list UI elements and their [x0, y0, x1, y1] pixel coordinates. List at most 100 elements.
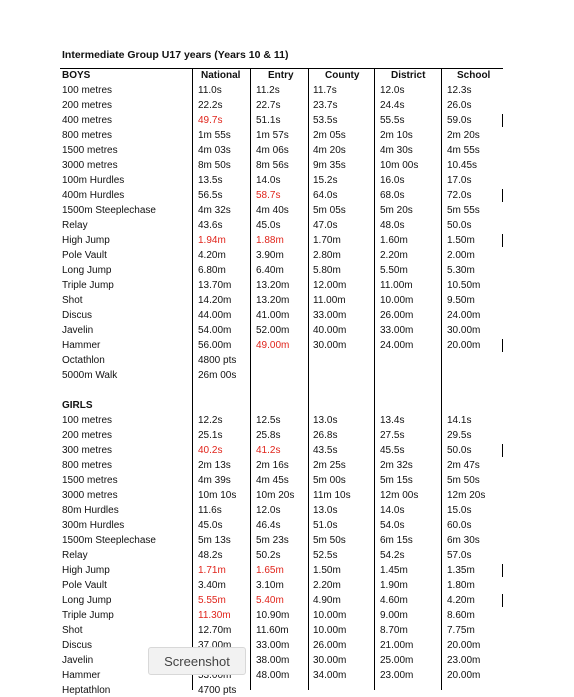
cell-entry: 11.2s: [256, 85, 280, 96]
margin-change-bar: [502, 339, 503, 352]
cell-district: 48.0s: [380, 220, 405, 231]
cell-school: 5m 50s: [447, 475, 480, 486]
cell-county: 10.00m: [313, 625, 347, 636]
cell-entry: 1.88m: [256, 235, 284, 246]
cell-entry: 25.8s: [256, 430, 281, 441]
cell-school: 5m 55s: [447, 205, 480, 216]
cell-national: 54.00m: [198, 325, 232, 336]
cell-county: 33.00m: [313, 310, 347, 321]
cell-event: Triple Jump: [62, 610, 114, 621]
cell-county: 47.0s: [313, 220, 338, 231]
cell-school: 17.0s: [447, 175, 472, 186]
cell-event: Triple Jump: [62, 280, 114, 291]
cell-school: 59.0s: [447, 115, 472, 126]
cell-school: 10.50m: [447, 280, 481, 291]
margin-change-bar: [502, 114, 503, 127]
cell-district: 54.2s: [380, 550, 405, 561]
header-district: District: [391, 70, 426, 81]
cell-school: 2.00m: [447, 250, 475, 261]
cell-event: Shot: [62, 295, 83, 306]
cell-event: Javelin: [62, 325, 94, 336]
cell-national: 49.7s: [198, 115, 223, 126]
cell-entry: 50.2s: [256, 550, 281, 561]
header-county: County: [325, 70, 360, 81]
cell-national: 1m 55s: [198, 130, 231, 141]
cell-school: 12m 20s: [447, 490, 486, 501]
cell-event: 200 metres: [62, 100, 113, 111]
cell-school: 20.00m: [447, 670, 481, 681]
cell-district: 8.70m: [380, 625, 408, 636]
cell-national: 4m 39s: [198, 475, 231, 486]
cell-entry: 13.20m: [256, 295, 290, 306]
cell-district: 9.00m: [380, 610, 408, 621]
cell-county: 1.50m: [313, 565, 341, 576]
cell-district: 4.60m: [380, 595, 408, 606]
cell-county: 43.5s: [313, 445, 338, 456]
cell-school: 12.3s: [447, 85, 472, 96]
header-national: National: [201, 70, 241, 81]
cell-county: 12.00m: [313, 280, 347, 291]
cell-county: 2m 05s: [313, 130, 346, 141]
cell-district: 13.4s: [380, 415, 405, 426]
cell-entry: 45.0s: [256, 220, 281, 231]
cell-national: 4700 pts: [198, 685, 237, 696]
cell-county: 13.0s: [313, 415, 338, 426]
cell-district: 24.4s: [380, 100, 405, 111]
cell-district: 68.0s: [380, 190, 405, 201]
cell-event: Heptathlon: [62, 685, 111, 696]
cell-national: 12.70m: [198, 625, 232, 636]
cell-event: Long Jump: [62, 595, 112, 606]
cell-county: 9m 35s: [313, 160, 346, 171]
cell-school: 2m 47s: [447, 460, 480, 471]
cell-district: 2.20m: [380, 250, 408, 261]
cell-national: 25.1s: [198, 430, 223, 441]
cell-county: 2.80m: [313, 250, 341, 261]
margin-change-bar: [502, 594, 503, 607]
cell-event: Hammer: [62, 670, 101, 681]
cell-school: 26.0s: [447, 100, 472, 111]
cell-event: 1500m Steeplechase: [62, 535, 156, 546]
cell-national: 44.00m: [198, 310, 232, 321]
cell-district: 27.5s: [380, 430, 405, 441]
column-divider-county: [308, 69, 309, 690]
cell-national: 11.0s: [198, 85, 222, 96]
column-divider-national: [192, 69, 193, 690]
cell-entry: 4m 45s: [256, 475, 289, 486]
cell-national: 56.00m: [198, 340, 232, 351]
cell-county: 30.00m: [313, 655, 347, 666]
cell-entry: 58.7s: [256, 190, 281, 201]
cell-national: 26m 00s: [198, 370, 237, 381]
column-divider-school: [441, 69, 442, 690]
cell-entry: 22.7s: [256, 100, 281, 111]
cell-entry: 41.00m: [256, 310, 290, 321]
cell-school: 5.30m: [447, 265, 475, 276]
cell-district: 55.5s: [380, 115, 405, 126]
cell-school: 50.0s: [447, 445, 472, 456]
margin-change-bar: [502, 234, 503, 247]
cell-entry: 2m 16s: [256, 460, 289, 471]
cell-national: 4m 32s: [198, 205, 231, 216]
cell-entry: 12.5s: [256, 415, 281, 426]
cell-school: 7.75m: [447, 625, 475, 636]
cell-entry: 49.00m: [256, 340, 290, 351]
cell-national: 56.5s: [198, 190, 223, 201]
cell-event: Relay: [62, 550, 88, 561]
cell-district: 25.00m: [380, 655, 414, 666]
cell-district: 12m 00s: [380, 490, 419, 501]
cell-entry: 11.60m: [256, 625, 289, 636]
header-rule: [60, 68, 503, 69]
cell-county: 11m 10s: [313, 490, 351, 501]
cell-entry: 10.90m: [256, 610, 290, 621]
cell-school: 57.0s: [447, 550, 472, 561]
girls-section-label: GIRLS: [62, 400, 93, 411]
cell-district: 2m 32s: [380, 460, 413, 471]
cell-entry: 4m 06s: [256, 145, 289, 156]
cell-event: 300m Hurdles: [62, 520, 125, 531]
cell-event: 300 metres: [62, 445, 113, 456]
cell-district: 11.00m: [380, 280, 413, 291]
cell-county: 1.70m: [313, 235, 341, 246]
cell-district: 10m 00s: [380, 160, 419, 171]
cell-district: 21.00m: [380, 640, 414, 651]
cell-entry: 4m 40s: [256, 205, 289, 216]
cell-county: 52.5s: [313, 550, 338, 561]
